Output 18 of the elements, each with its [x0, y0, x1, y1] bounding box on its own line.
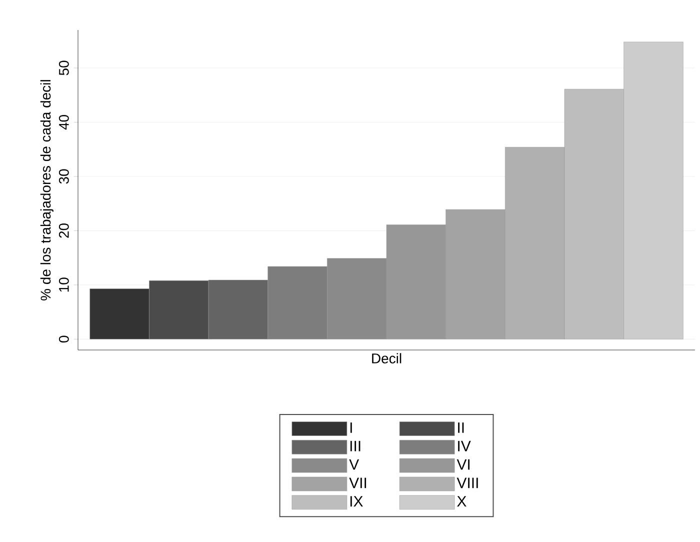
legend-label: VII	[349, 478, 366, 488]
y-tick-label: 30	[58, 169, 69, 184]
legend-label: IX	[350, 496, 363, 506]
x-axis-title: Decil	[372, 353, 402, 364]
legend-label: IV	[458, 440, 471, 452]
y-tick-label: 20	[58, 223, 69, 238]
y-tick-label: 50	[58, 60, 69, 76]
legend-label: X	[457, 496, 466, 506]
legend-label: V	[349, 459, 360, 470]
y-tick-label: 10	[58, 278, 69, 292]
legend-label: VI	[456, 459, 470, 470]
legend-label: VIII	[456, 478, 478, 488]
legend-label: II	[458, 422, 464, 433]
legend-label: I	[350, 422, 352, 433]
legend-label: III	[350, 440, 360, 452]
y-tick-label: 0	[58, 336, 69, 342]
y-axis-title: % de los trabajadores de cada decil	[40, 80, 54, 300]
y-tick-label: 40	[58, 114, 69, 130]
